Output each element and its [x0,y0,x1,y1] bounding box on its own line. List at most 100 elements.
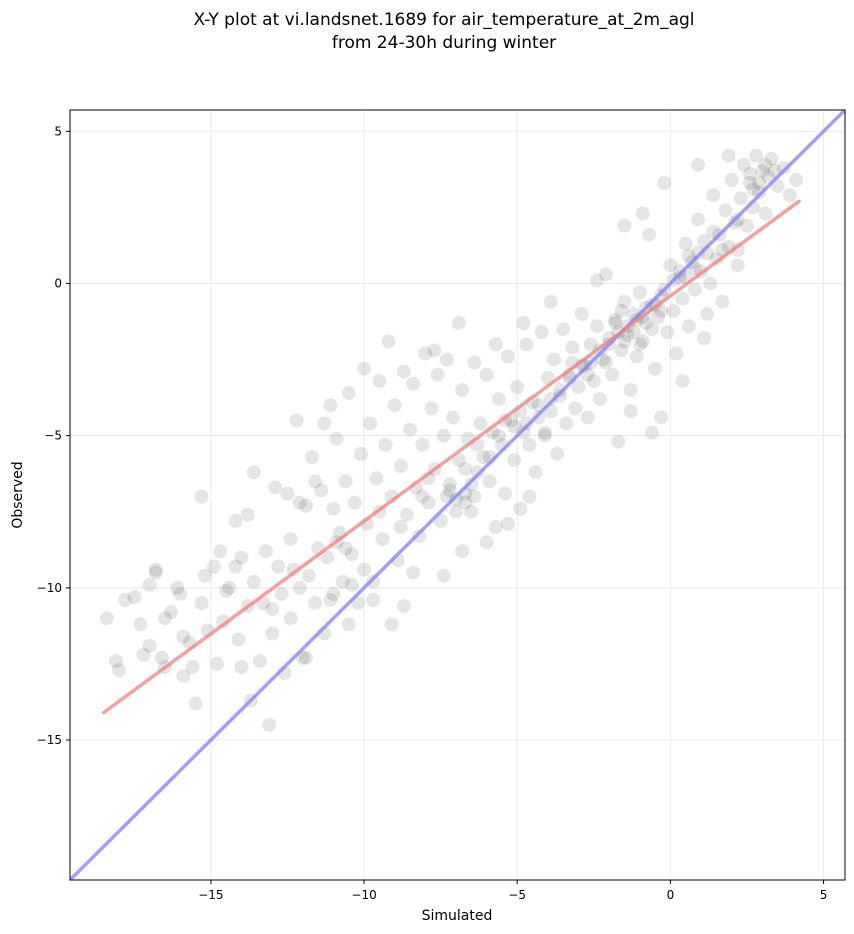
scatter-point [305,450,319,464]
scatter-point [298,498,313,513]
scatter-point [519,337,534,352]
scatter-point [623,404,638,419]
scatter-point [663,258,678,273]
scatter-point [583,337,598,352]
scatter-point [470,465,485,480]
scatter-point [213,544,228,559]
scatter-point [158,611,172,626]
scatter-point [537,428,552,443]
scatter-point [338,541,353,556]
scatter-point [406,376,421,391]
scatter-point [645,425,659,440]
scatter-point [99,611,114,626]
scatter-point [473,416,488,431]
scatter-point [669,346,684,361]
scatter-point [188,696,203,711]
scatter-point [210,656,224,671]
scatter-point [335,574,350,589]
scatter-point [623,383,638,397]
scatter-point [366,593,381,607]
scatter-point [329,431,344,446]
scatter-point [675,373,690,388]
scatter-point [586,373,601,388]
scatter-point [415,489,430,504]
scatter-point [314,483,329,498]
scatter-point [384,617,399,632]
scatter-point [148,565,163,580]
scatter-point [381,334,396,349]
scatter-point [439,352,454,367]
scatter-point [516,425,531,440]
scatter-point [531,410,546,425]
scatter-point [246,574,261,589]
scatter-point [703,276,718,291]
scatter-point [449,504,463,519]
scatter-point [697,331,712,346]
x-tick-label: 5 [820,888,828,902]
scatter-point [320,550,335,565]
scatter-point [127,590,142,604]
scatter-point [326,501,341,516]
scatter-point [252,653,267,668]
scatter-point [424,401,439,416]
scatter-point [372,373,387,388]
scatter-point [730,212,745,227]
scatter-point [556,322,571,337]
chart-title: X-Y plot at vi.landsnet.1689 for air_tem… [193,10,694,53]
scatter-point [501,349,515,364]
scatter-point [274,586,289,601]
scatter-point [743,166,757,181]
y-tick-label: −5 [44,429,62,443]
scatter-point [467,355,482,370]
scatter-point [222,580,237,595]
scatter-point [173,586,188,601]
scatter-point [730,258,745,273]
scatter-point [522,437,537,452]
scatter-point [691,212,705,227]
scatter-point [691,246,705,260]
scatter-point [262,717,277,732]
scatter-point [164,605,179,620]
scatter-point [752,185,767,200]
scatter-point [746,182,761,197]
scatter-point [611,434,626,449]
scatter-point [292,580,307,595]
scatter-point [418,346,433,361]
scatter-point [488,520,503,534]
scatter-point [507,453,522,467]
scatter-point [271,559,286,574]
x-tick-label: 0 [667,888,675,902]
scatter-point [317,416,332,431]
scatter-point [176,669,191,684]
scatter-point [292,495,307,510]
y-tick-label: 5 [54,124,62,138]
scatter-point [491,392,506,407]
scatter-point [194,489,209,504]
scatter-point [700,306,715,321]
scatter-point [378,437,393,452]
scatter-point [442,483,457,498]
scatter-point [298,650,313,665]
scatter-point [283,532,298,547]
scatter-point [194,596,209,610]
scatter-point [436,568,451,583]
scatter-point [599,267,614,282]
scatter-point [651,310,666,324]
scatter-point [589,273,604,288]
scatter-point [347,495,362,510]
scatter-point [354,446,368,461]
scatter-point [421,495,436,510]
scatter-point [743,176,757,190]
scatter-point [396,599,411,614]
scatter-point [782,188,797,203]
scatter-point [635,334,650,349]
scatter-point [289,413,304,428]
scatter-point [608,316,623,330]
scatter-point [672,264,687,279]
scatter-point [733,191,748,206]
y-tick-label: −15 [37,733,62,747]
scatter-point [344,547,359,562]
scatter-point [259,544,273,559]
scatter-point [430,367,445,382]
scatter-point [608,313,623,327]
